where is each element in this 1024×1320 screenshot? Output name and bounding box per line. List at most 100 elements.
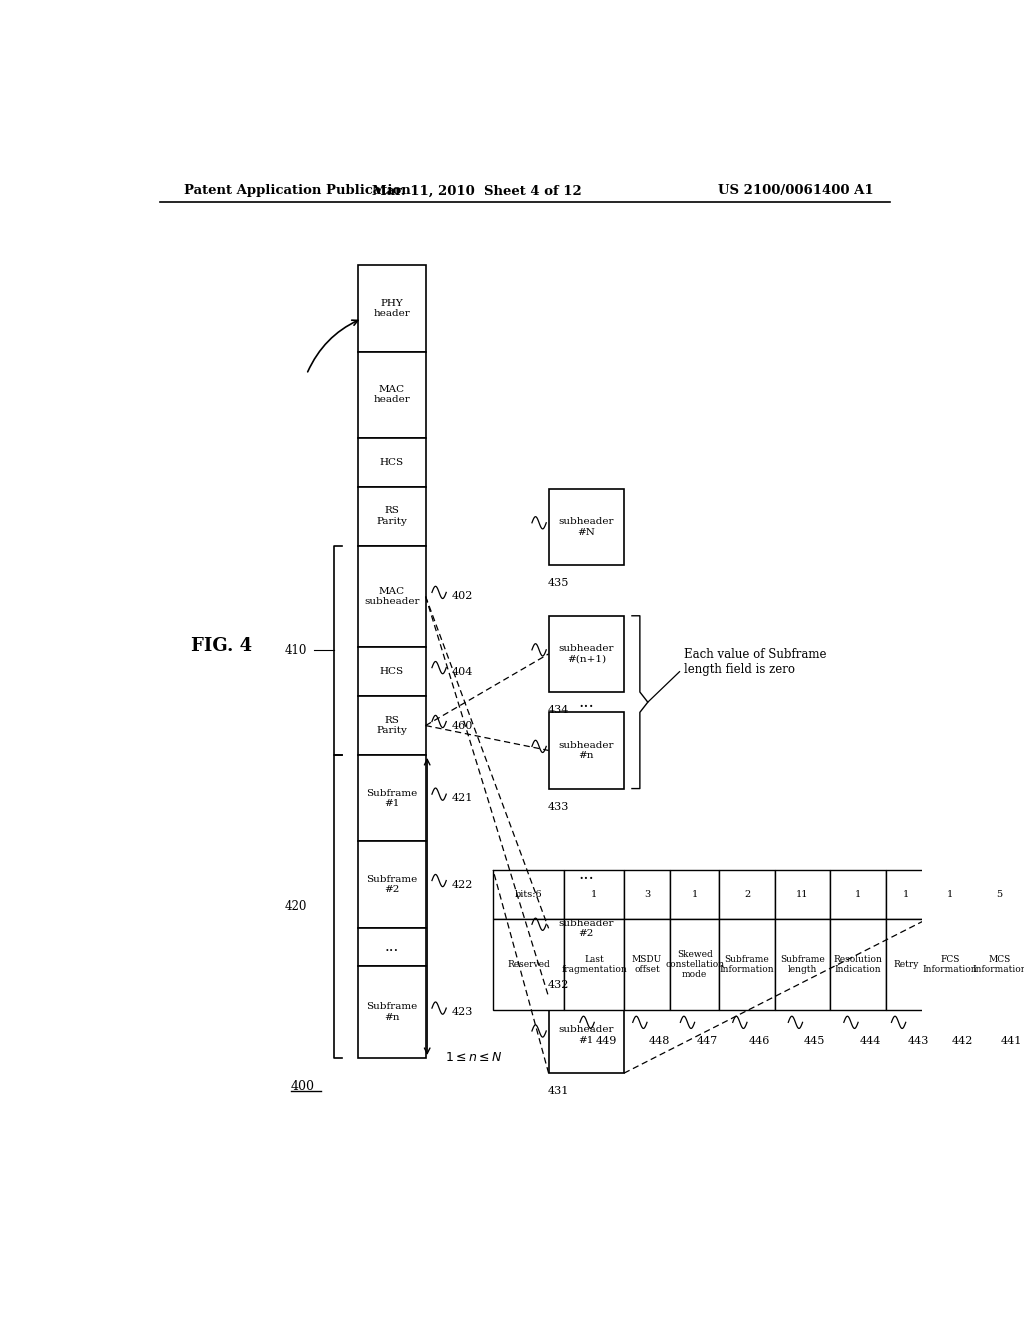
Text: 420: 420 bbox=[285, 900, 306, 913]
Text: Skewed
constellation
mode: Skewed constellation mode bbox=[665, 949, 724, 979]
Text: 11: 11 bbox=[797, 890, 809, 899]
Text: 410: 410 bbox=[285, 644, 306, 657]
Text: $1 \leq n \leq N$: $1 \leq n \leq N$ bbox=[445, 1052, 503, 1064]
Text: 444: 444 bbox=[860, 1036, 881, 1045]
Bar bbox=[830, 919, 886, 1010]
Bar bbox=[975, 919, 1024, 1010]
Bar bbox=[358, 755, 426, 841]
Bar bbox=[624, 919, 670, 1010]
Text: 447: 447 bbox=[696, 1036, 718, 1045]
Text: 432: 432 bbox=[548, 979, 569, 990]
Text: MCS
Information: MCS Information bbox=[972, 954, 1024, 974]
Bar bbox=[494, 870, 564, 919]
Text: Mar. 11, 2010  Sheet 4 of 12: Mar. 11, 2010 Sheet 4 of 12 bbox=[373, 185, 582, 198]
Text: 442: 442 bbox=[951, 1036, 973, 1045]
Bar bbox=[549, 488, 624, 565]
Text: MAC
header: MAC header bbox=[374, 385, 411, 404]
Bar bbox=[670, 870, 719, 919]
Text: 448: 448 bbox=[648, 1036, 670, 1045]
Text: ...: ... bbox=[579, 866, 594, 883]
Text: Subframe
#2: Subframe #2 bbox=[367, 875, 418, 895]
Text: PHY
header: PHY header bbox=[374, 298, 411, 318]
Bar bbox=[358, 545, 426, 647]
Text: 421: 421 bbox=[452, 793, 473, 804]
Text: Retry: Retry bbox=[893, 960, 919, 969]
Text: subheader
#(n+1): subheader #(n+1) bbox=[558, 644, 614, 664]
Bar bbox=[975, 870, 1024, 919]
Bar bbox=[358, 841, 426, 928]
Bar bbox=[358, 696, 426, 755]
Bar bbox=[358, 438, 426, 487]
Text: 1: 1 bbox=[691, 890, 697, 899]
Text: subheader
#N: subheader #N bbox=[558, 517, 614, 536]
Text: 460: 460 bbox=[452, 721, 473, 730]
Text: Subframe
#1: Subframe #1 bbox=[367, 788, 418, 808]
Text: 431: 431 bbox=[548, 1086, 569, 1097]
Text: 422: 422 bbox=[452, 879, 473, 890]
Text: subheader
#n: subheader #n bbox=[558, 741, 614, 760]
Text: Subframe
#n: Subframe #n bbox=[367, 1002, 418, 1022]
Text: 435: 435 bbox=[548, 578, 569, 589]
Bar bbox=[926, 919, 975, 1010]
Text: 1: 1 bbox=[591, 890, 597, 899]
Bar bbox=[830, 870, 886, 919]
Bar bbox=[775, 870, 830, 919]
Bar bbox=[358, 265, 426, 351]
Bar bbox=[549, 713, 624, 788]
Text: subheader
#1: subheader #1 bbox=[558, 1026, 614, 1044]
Text: FIG. 4: FIG. 4 bbox=[191, 638, 253, 655]
Text: RS
Parity: RS Parity bbox=[377, 715, 408, 735]
Text: Each value of Subframe
length field is zero: Each value of Subframe length field is z… bbox=[684, 648, 826, 676]
Text: MAC
subheader: MAC subheader bbox=[365, 587, 420, 606]
Text: Reserved: Reserved bbox=[508, 960, 550, 969]
Text: FCS
Information: FCS Information bbox=[923, 954, 978, 974]
Text: 423: 423 bbox=[452, 1007, 473, 1018]
Bar bbox=[775, 919, 830, 1010]
Text: 449: 449 bbox=[596, 1036, 617, 1045]
Bar bbox=[358, 487, 426, 545]
Bar bbox=[886, 870, 926, 919]
Text: 1: 1 bbox=[855, 890, 861, 899]
Text: 441: 441 bbox=[1001, 1036, 1022, 1045]
Text: ...: ... bbox=[385, 940, 399, 954]
Text: 433: 433 bbox=[548, 801, 569, 812]
Text: Last
fragmentation: Last fragmentation bbox=[561, 954, 627, 974]
Text: RS
Parity: RS Parity bbox=[377, 507, 408, 525]
Text: ...: ... bbox=[579, 694, 594, 710]
Text: 445: 445 bbox=[804, 1036, 825, 1045]
Bar bbox=[494, 919, 564, 1010]
Text: US 2100/0061400 A1: US 2100/0061400 A1 bbox=[719, 185, 873, 198]
Text: Subframe
length: Subframe length bbox=[780, 954, 825, 974]
Bar bbox=[549, 997, 624, 1073]
Text: 2: 2 bbox=[743, 890, 751, 899]
Bar bbox=[564, 870, 624, 919]
Bar bbox=[549, 616, 624, 692]
Text: subheader
#2: subheader #2 bbox=[558, 919, 614, 939]
Text: 3: 3 bbox=[644, 890, 650, 899]
Text: 5: 5 bbox=[996, 890, 1002, 899]
Bar bbox=[670, 919, 719, 1010]
Text: 1: 1 bbox=[947, 890, 953, 899]
Text: Subframe
Information: Subframe Information bbox=[720, 954, 774, 974]
Bar bbox=[719, 870, 775, 919]
Text: bits:6: bits:6 bbox=[515, 890, 543, 899]
Text: Patent Application Publication: Patent Application Publication bbox=[183, 185, 411, 198]
Text: 400: 400 bbox=[291, 1080, 314, 1093]
Text: 434: 434 bbox=[548, 705, 569, 715]
Text: HCS: HCS bbox=[380, 458, 403, 467]
Bar bbox=[549, 890, 624, 966]
Bar bbox=[358, 928, 426, 966]
Bar bbox=[358, 351, 426, 438]
Bar bbox=[886, 919, 926, 1010]
Text: 1: 1 bbox=[902, 890, 909, 899]
Text: 443: 443 bbox=[907, 1036, 929, 1045]
Text: 404: 404 bbox=[452, 667, 473, 677]
Text: HCS: HCS bbox=[380, 667, 403, 676]
Text: MSDU
offset: MSDU offset bbox=[632, 954, 663, 974]
Bar bbox=[358, 966, 426, 1057]
Bar bbox=[926, 870, 975, 919]
Bar bbox=[358, 647, 426, 696]
Bar bbox=[564, 919, 624, 1010]
Bar bbox=[624, 870, 670, 919]
Text: 446: 446 bbox=[749, 1036, 770, 1045]
